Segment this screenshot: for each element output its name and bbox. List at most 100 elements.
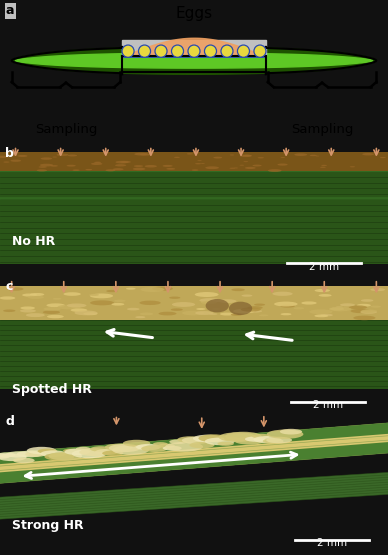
Ellipse shape xyxy=(240,155,252,157)
Ellipse shape xyxy=(171,45,184,57)
Ellipse shape xyxy=(280,429,302,435)
Ellipse shape xyxy=(245,436,266,442)
Text: a: a xyxy=(6,4,14,17)
Ellipse shape xyxy=(17,451,43,457)
Text: 2 mm: 2 mm xyxy=(309,262,339,272)
Ellipse shape xyxy=(140,153,151,155)
Ellipse shape xyxy=(171,309,183,311)
Ellipse shape xyxy=(196,308,206,310)
Ellipse shape xyxy=(166,168,175,170)
Ellipse shape xyxy=(195,163,201,164)
Ellipse shape xyxy=(52,157,57,158)
Ellipse shape xyxy=(253,436,281,443)
Ellipse shape xyxy=(22,294,37,296)
Ellipse shape xyxy=(188,45,200,57)
Ellipse shape xyxy=(189,442,215,448)
Ellipse shape xyxy=(17,155,28,157)
Ellipse shape xyxy=(380,157,386,158)
Ellipse shape xyxy=(3,310,16,312)
Ellipse shape xyxy=(242,295,252,297)
Ellipse shape xyxy=(320,314,333,316)
Ellipse shape xyxy=(182,311,204,315)
Ellipse shape xyxy=(266,437,292,443)
Ellipse shape xyxy=(102,451,123,456)
Ellipse shape xyxy=(106,290,118,292)
Ellipse shape xyxy=(169,440,187,444)
Ellipse shape xyxy=(314,314,328,317)
Ellipse shape xyxy=(72,450,106,458)
Ellipse shape xyxy=(177,436,203,443)
Ellipse shape xyxy=(218,299,237,303)
Ellipse shape xyxy=(268,169,282,172)
Ellipse shape xyxy=(159,312,177,315)
Ellipse shape xyxy=(45,453,74,461)
Ellipse shape xyxy=(0,453,10,459)
Ellipse shape xyxy=(135,316,146,318)
Ellipse shape xyxy=(362,153,374,155)
Ellipse shape xyxy=(258,157,264,158)
Ellipse shape xyxy=(225,432,262,441)
Text: Sampling: Sampling xyxy=(291,123,353,135)
Text: b: b xyxy=(5,147,14,160)
Polygon shape xyxy=(16,53,372,68)
Ellipse shape xyxy=(163,165,173,167)
Ellipse shape xyxy=(371,306,381,307)
Ellipse shape xyxy=(115,164,126,166)
Ellipse shape xyxy=(94,162,101,163)
Polygon shape xyxy=(0,423,388,464)
Ellipse shape xyxy=(340,303,355,306)
Ellipse shape xyxy=(79,448,111,456)
Text: Eggs: Eggs xyxy=(175,6,213,21)
Ellipse shape xyxy=(281,313,291,315)
Ellipse shape xyxy=(187,153,193,154)
Ellipse shape xyxy=(221,45,233,57)
Ellipse shape xyxy=(361,299,373,302)
Ellipse shape xyxy=(182,437,210,444)
Ellipse shape xyxy=(57,154,69,156)
Ellipse shape xyxy=(25,452,46,457)
Text: Spotted HR: Spotted HR xyxy=(12,383,92,396)
Ellipse shape xyxy=(0,296,16,300)
Ellipse shape xyxy=(230,168,235,169)
Ellipse shape xyxy=(254,45,266,57)
Ellipse shape xyxy=(212,308,220,310)
Ellipse shape xyxy=(116,161,128,164)
Ellipse shape xyxy=(209,313,217,315)
Ellipse shape xyxy=(234,437,265,445)
Ellipse shape xyxy=(50,165,58,166)
Ellipse shape xyxy=(109,444,141,452)
Ellipse shape xyxy=(330,307,344,310)
Ellipse shape xyxy=(233,309,255,314)
Text: 2 mm: 2 mm xyxy=(317,538,347,548)
Ellipse shape xyxy=(123,440,150,447)
Bar xyxy=(0,160,388,264)
Ellipse shape xyxy=(172,302,195,307)
Ellipse shape xyxy=(245,167,256,169)
Ellipse shape xyxy=(361,310,377,313)
Ellipse shape xyxy=(193,435,223,442)
Ellipse shape xyxy=(91,163,102,165)
Ellipse shape xyxy=(252,434,271,438)
Ellipse shape xyxy=(134,153,148,155)
Ellipse shape xyxy=(133,168,146,170)
Ellipse shape xyxy=(13,458,35,463)
Ellipse shape xyxy=(47,315,64,319)
Ellipse shape xyxy=(63,448,80,453)
Ellipse shape xyxy=(30,293,44,296)
Ellipse shape xyxy=(71,309,87,312)
Ellipse shape xyxy=(136,444,161,450)
Ellipse shape xyxy=(76,447,90,451)
Text: d: d xyxy=(5,415,14,427)
Ellipse shape xyxy=(253,165,262,166)
Text: c: c xyxy=(5,280,12,293)
Ellipse shape xyxy=(274,301,298,306)
Ellipse shape xyxy=(310,155,317,156)
Ellipse shape xyxy=(158,443,175,448)
Polygon shape xyxy=(12,47,376,74)
Ellipse shape xyxy=(114,300,126,302)
Ellipse shape xyxy=(229,302,252,315)
Ellipse shape xyxy=(134,445,151,450)
Ellipse shape xyxy=(112,445,149,455)
Ellipse shape xyxy=(73,169,80,171)
Ellipse shape xyxy=(20,309,36,312)
